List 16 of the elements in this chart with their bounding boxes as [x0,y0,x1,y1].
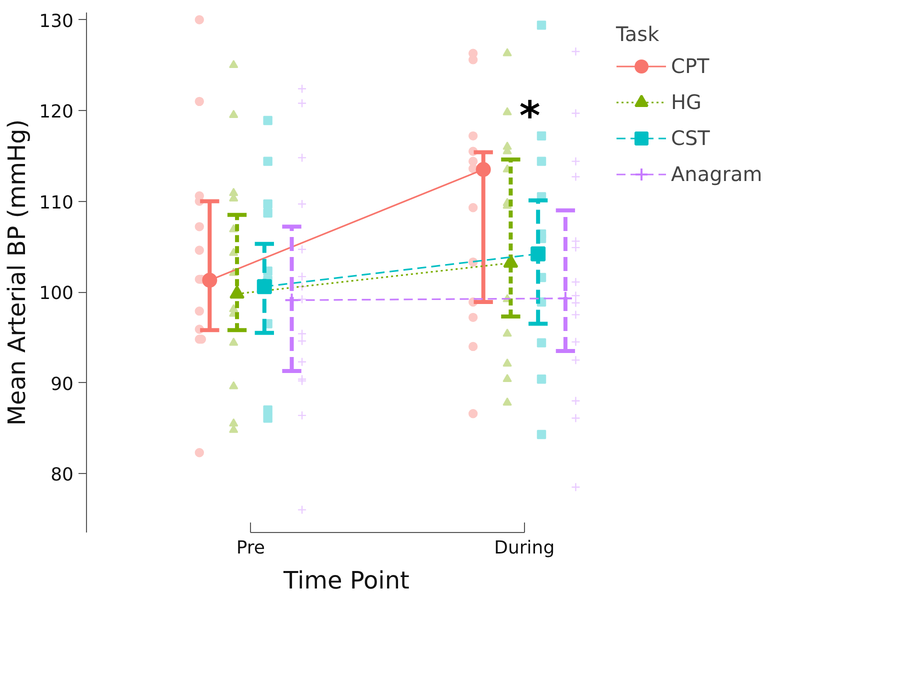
legend-label: HG [671,90,702,114]
annotation: * [519,94,540,140]
x-axis-title: Time Point [282,566,410,594]
y-tick-label: 100 [39,283,74,304]
legend-label: CPT [671,54,710,78]
y-tick-label: 120 [39,102,74,123]
y-tick-label: 110 [39,192,74,214]
y-tick-label: 80 [50,464,74,486]
legend-label: Anagram [671,162,762,186]
x-tick-label: During [494,538,555,558]
legend-label: CST [671,126,710,150]
y-tick-label: 130 [39,10,74,32]
y-axis-title: Mean Arterial BP (mmHg) [3,119,32,426]
y-tick-label: 90 [50,374,74,395]
legend-title: Task [616,22,660,46]
x-tick-label: Pre [236,538,266,558]
